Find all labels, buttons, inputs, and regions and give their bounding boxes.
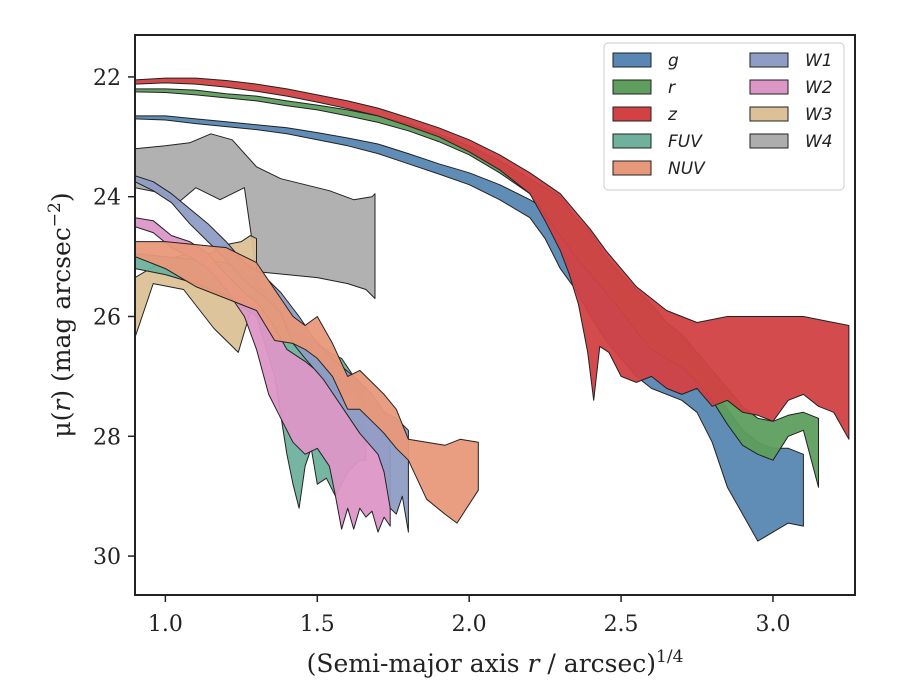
plot-frame	[134, 34, 856, 596]
series-areas	[135, 77, 850, 542]
x-axis-label-var: r	[528, 649, 542, 678]
x-axis-label: (Semi-major axis r / arcsec)1/4	[307, 647, 684, 678]
y-tick-label: 28	[93, 425, 121, 450]
legend-label-w4: W4	[805, 132, 833, 152]
y-axis-ticks: 22 24 26 28 30	[93, 66, 135, 570]
y-axis-label-var: r	[47, 398, 76, 412]
legend-label-fuv: FUV	[668, 132, 703, 152]
legend-swatch-fuv	[612, 133, 652, 149]
x-axis-ticks: 1.0 1.5 2.0 2.5 3.0	[148, 595, 790, 637]
legend-swatch-w4	[749, 133, 789, 149]
legend-swatch-z	[612, 106, 652, 122]
legend-swatch-w1	[749, 52, 789, 68]
legend: grz FUV NUV W1 W2 W3 W4	[603, 42, 845, 191]
x-axis-label-part: / arcsec)	[539, 649, 656, 678]
legend-swatch-w3	[749, 106, 789, 122]
y-axis-label-part: )	[47, 192, 76, 202]
y-axis-label-exponent: −2	[45, 202, 65, 227]
legend-swatch-g	[612, 52, 652, 68]
legend-swatch-nuv	[612, 160, 652, 176]
y-tick-label: 22	[93, 66, 121, 91]
series-band-z	[135, 77, 850, 440]
y-tick-label: 26	[93, 305, 121, 330]
legend-label-w2: W2	[805, 78, 833, 98]
x-tick-label: 2.5	[604, 612, 639, 637]
x-axis-label-exponent: 1/4	[656, 647, 683, 667]
x-tick-label: 1.5	[300, 612, 335, 637]
y-axis-label-part: ) (mag arcsec	[47, 227, 76, 400]
x-tick-label: 2.0	[452, 612, 487, 637]
legend-label-nuv: NUV	[668, 159, 706, 179]
legend-swatch-w2	[749, 79, 789, 95]
y-axis-label-part: μ(	[47, 412, 76, 438]
series-band-g	[135, 115, 804, 542]
series-band-w4	[135, 133, 376, 299]
y-tick-label: 30	[93, 545, 121, 570]
y-axis-label: μ(r) (mag arcsec−2)	[45, 192, 76, 437]
legend-label-w1: W1	[805, 51, 833, 71]
x-tick-label: 3.0	[755, 612, 790, 637]
series-band-nuv	[135, 241, 479, 524]
y-tick-label: 24	[93, 186, 121, 211]
x-axis-label-part: (Semi-major axis	[307, 649, 528, 678]
legend-swatch-r	[612, 79, 652, 95]
x-tick-label: 1.0	[148, 612, 183, 637]
legend-label-z: z	[667, 105, 678, 125]
legend-label-g: g	[668, 51, 679, 71]
legend-label-w3: W3	[805, 105, 833, 125]
legend-label-r: r	[668, 78, 676, 98]
